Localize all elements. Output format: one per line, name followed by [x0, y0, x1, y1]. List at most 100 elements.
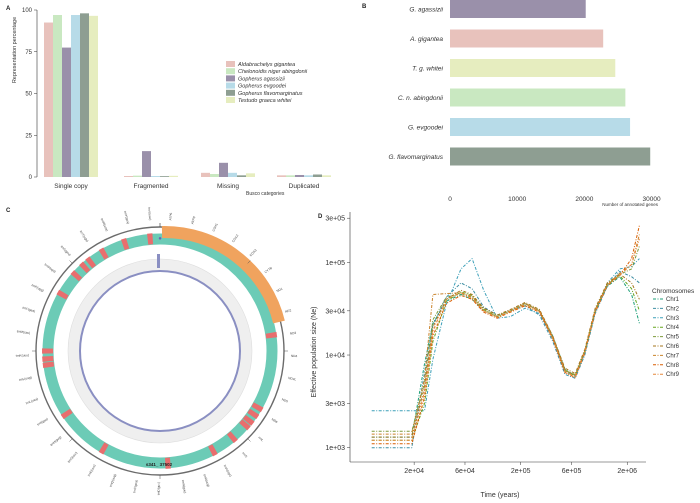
- panel-d-ytick-label: 3e+04: [325, 308, 345, 315]
- trna-marker: [85, 256, 97, 269]
- panel-a-ytick-label: 75: [25, 50, 32, 56]
- trna-markers: [42, 233, 278, 469]
- panel-b-category-label: G. agassizii: [409, 7, 443, 14]
- panel-a-legend-label: Gopherus flavomarginatus: [238, 91, 303, 97]
- coverage-peak: [157, 254, 160, 268]
- panel-b-xtick-label: 10000: [508, 196, 526, 203]
- gene-label: trnR(ucg): [202, 474, 210, 488]
- panel-d-xtick-label: 6e+04: [455, 468, 475, 475]
- gene-label: trnG(ucc): [67, 451, 78, 464]
- panel-a-xlabel: Busco categories: [246, 191, 285, 197]
- panel-a-bar: [210, 173, 219, 177]
- panel-b-xtick-label: 0: [448, 196, 452, 203]
- panel-b-xlabel: Number of annotated genes: [602, 202, 659, 207]
- panel-a-category-label: Missing: [217, 183, 239, 190]
- panel-b-bars: G. agassizii A. gigantea T. g. whitei C. n.…: [388, 0, 651, 166]
- gene-label: trnL(uaa): [25, 397, 38, 406]
- panel-d-ytick-label: 3e+05: [325, 216, 345, 223]
- panel-a-bar: [228, 172, 237, 177]
- panel-b-category-label: A. gigantea: [409, 36, 443, 43]
- panel-d-xtick-label: 2e+05: [511, 468, 531, 475]
- panel-a-bar: [237, 175, 246, 177]
- panel-b-bar: [450, 29, 604, 48]
- panel-a-legend-swatch: [226, 97, 235, 103]
- panel-d-xticks: 2e+04 6e+04 2e+05 6e+05 2e+06: [404, 462, 637, 475]
- panel-d-plot-area: [350, 212, 646, 462]
- panel-a-legend-swatch: [226, 89, 235, 96]
- panel-a-bar: [322, 175, 331, 177]
- panel-c-label: C: [6, 208, 11, 214]
- gene-label: trnY(gua): [123, 211, 130, 225]
- panel-a-legend-label: Chelonoidis niger abingdonii: [238, 69, 308, 75]
- panel-a-bar: [142, 151, 151, 177]
- panel-b-bar: [450, 118, 631, 136]
- trna-marker: [239, 419, 251, 431]
- panel-d-ytick-label: 1e+03: [325, 445, 345, 452]
- trna-marker: [56, 289, 69, 300]
- gene-label: trnW(uca): [100, 218, 109, 232]
- panel-a-legend-label: Gopherus agassizii: [238, 76, 286, 82]
- origin-marker: ●: [158, 236, 162, 242]
- genome-tick-mark: [247, 438, 251, 442]
- panel-a-legend-label: Aldabrachelys gigantea: [237, 62, 295, 68]
- panel-d-label: D: [318, 214, 323, 220]
- panel-d-legend-label: Chr3: [666, 316, 680, 322]
- gene-label: COX1: [212, 222, 219, 232]
- panel-d-legend-label: Chr7: [666, 353, 680, 359]
- gene-labels: ATP6 ATP8 COX1 COX2 COX3 CYTB ND1 ND2 ND3 ND4 ND4L…: [16, 207, 298, 495]
- trna-marker: [98, 442, 109, 455]
- panel-d-series: [371, 225, 640, 449]
- trna-marker: [42, 348, 54, 354]
- panel-a-bar: [151, 175, 160, 177]
- trna-marker: [60, 408, 73, 420]
- panel-a-bar: [304, 175, 313, 177]
- gene-label: trnS(gcu): [60, 245, 72, 257]
- panel-a-category-label: Duplicated: [289, 183, 320, 190]
- gene-label: trnC(gca): [132, 480, 138, 494]
- contig-label: s341_ 37502: [146, 462, 173, 467]
- panel-b-bar: [450, 88, 626, 107]
- panel-b-xticks: 0 10000 20000 30000: [448, 196, 661, 203]
- panel-b-category-label: T. g. whitei: [412, 66, 443, 73]
- panel-a-busco-chart: A Representation percentage 0 25 50 75 100 S…: [6, 6, 331, 197]
- genome-tick-mark: [69, 438, 73, 442]
- gene-label: ND2: [284, 308, 291, 314]
- panel-a-bar: [44, 22, 53, 178]
- panel-b-bar: [450, 0, 586, 18]
- panel-a-bar: [169, 175, 178, 177]
- panel-d-xlabel: Time (years): [480, 492, 519, 499]
- gene-label: trnD(guc): [157, 482, 161, 495]
- gene-label: ATP8: [190, 216, 196, 225]
- panel-a-bar: [219, 162, 228, 177]
- trna-marker: [120, 237, 130, 251]
- gene-label: trnT(ugu): [79, 230, 90, 243]
- panel-d-legend-label: Chr8: [666, 363, 680, 369]
- gene-label: ND4: [291, 354, 298, 358]
- gene-label: ND1: [276, 287, 284, 294]
- psmc-line-chr2: [371, 270, 640, 449]
- gene-label: rrnL: [257, 436, 264, 443]
- trna-marker: [247, 408, 260, 420]
- gene-label: COX2: [231, 234, 239, 244]
- psmc-line-chr8: [371, 225, 640, 445]
- panel-a-yticks: 0 25 50 75 100: [22, 8, 37, 181]
- panel-a-bar: [246, 173, 255, 177]
- panel-a-bar: [89, 15, 98, 177]
- trna-marker: [265, 331, 278, 339]
- panel-a-ytick-label: 25: [25, 133, 32, 139]
- gene-label: trnH(gug): [49, 435, 62, 447]
- rrna-arc: [161, 225, 285, 324]
- panel-a-legend-label: Testudo graeca whitei: [238, 98, 292, 104]
- panel-a-ytick-label: 0: [29, 175, 33, 181]
- trna-marker: [42, 361, 55, 369]
- trna-marker: [226, 431, 238, 444]
- panel-a-bars: [44, 13, 331, 178]
- trna-marker: [70, 270, 83, 282]
- panel-d-ytick-label: 1e+04: [325, 353, 345, 360]
- panel-d-ylabel: Effective population size (Ne): [311, 307, 318, 398]
- gene-label: trnE(uuc): [87, 464, 97, 477]
- panel-a-bar: [201, 172, 210, 177]
- panel-a-label: A: [6, 6, 11, 12]
